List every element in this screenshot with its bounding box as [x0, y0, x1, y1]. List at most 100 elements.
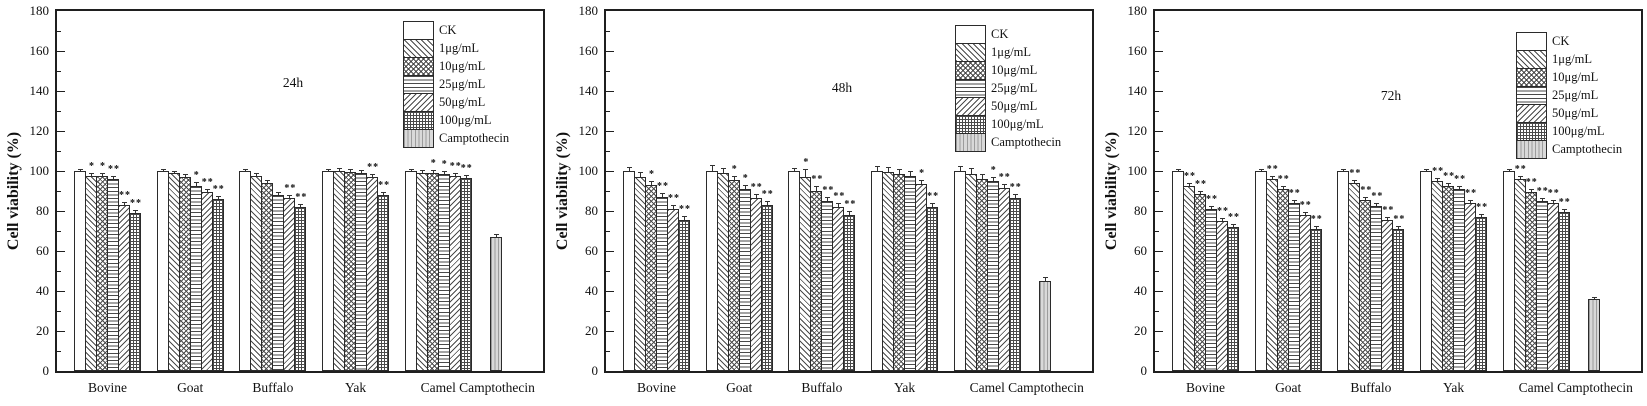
- error-bar: [1293, 201, 1295, 203]
- significance-marker: **: [1547, 188, 1560, 200]
- y-tick-label: 80: [585, 203, 598, 218]
- significance-marker: **: [1288, 188, 1301, 200]
- y-tick-label: 100: [578, 163, 599, 178]
- error-bar: [1282, 187, 1284, 189]
- error-bar-cap: [990, 177, 996, 178]
- y-tick: [606, 270, 610, 272]
- y-tick-label: 20: [585, 323, 598, 338]
- y-tick: [57, 170, 65, 172]
- bar-camel-s5: [1008, 198, 1021, 371]
- x-category-label: Yak: [345, 380, 367, 395]
- y-tick: [1155, 350, 1159, 352]
- error-bar-cap: [1539, 198, 1545, 200]
- bar-bovine-s1: [634, 177, 646, 371]
- error-bar-cap: [671, 205, 676, 206]
- significance-marker: *: [731, 164, 738, 175]
- bar-bovine-s5: [1227, 227, 1239, 371]
- y-tick-label: 0: [1140, 363, 1148, 378]
- significance-marker: **: [668, 193, 680, 204]
- legend-swatch-icon: [403, 21, 434, 40]
- error-bar-cap: [1592, 297, 1597, 298]
- legend-row-v-lines-gray: Camptothecin: [955, 133, 1061, 152]
- error-bar-cap: [1561, 209, 1567, 211]
- error-bar-cap: [370, 174, 376, 176]
- error-bar-cap: [122, 202, 127, 203]
- y-tick-label: 0: [42, 363, 50, 378]
- significance-marker: **: [378, 180, 391, 191]
- legend-swatch-icon: [403, 129, 434, 148]
- legend-swatch-icon: [955, 79, 986, 98]
- error-bar: [383, 193, 385, 195]
- error-bar: [102, 174, 103, 176]
- error-bar: [289, 196, 291, 198]
- error-bar-cap: [1313, 226, 1319, 228]
- error-bar-cap: [638, 172, 643, 173]
- error-bar: [662, 194, 663, 197]
- legend-swatch-icon: [955, 115, 986, 134]
- legend-row-grid: 100μg/mL: [1516, 122, 1622, 141]
- bar-camel-s3: [1535, 201, 1548, 371]
- error-bar-cap: [1468, 200, 1474, 202]
- error-bar-cap: [825, 197, 831, 198]
- bar-camel-s5: [459, 178, 472, 371]
- error-bar: [162, 170, 164, 171]
- error-bar-cap: [1187, 183, 1192, 185]
- y-axis-title: Cell viability (%): [1103, 131, 1120, 251]
- error-bar: [1448, 184, 1450, 186]
- y-tick: [57, 330, 65, 332]
- error-bar: [124, 203, 125, 205]
- legend-label: Camptothecin: [439, 131, 510, 145]
- y-tick-label: 100: [29, 163, 50, 178]
- error-bar: [184, 175, 186, 177]
- legend-row-v-lines-gray: Camptothecin: [1516, 140, 1622, 159]
- error-bar-cap: [803, 169, 809, 170]
- error-bar-cap: [753, 194, 759, 195]
- error-bar-cap: [792, 168, 798, 169]
- error-bar-cap: [89, 173, 94, 175]
- significance-marker: **: [108, 164, 120, 176]
- legend-label: 25μg/mL: [1552, 88, 1599, 102]
- legend-swatch-icon: [955, 97, 986, 116]
- error-bar-cap: [836, 203, 842, 204]
- error-bar-cap: [897, 169, 903, 170]
- bar-bovine-s5: [678, 220, 690, 371]
- bar-buffalo-s5: [1392, 229, 1405, 371]
- y-tick-label: 140: [1127, 83, 1148, 98]
- error-bar-cap: [968, 168, 974, 169]
- plot-inner: * ** ** ** * * ** ** * ** ** ** ** * ** * ** **: [606, 11, 1092, 371]
- bar-bovine-s4: [118, 205, 130, 371]
- bar-yak-s3: [1453, 189, 1466, 371]
- bar-yak-s4: [1464, 203, 1477, 371]
- significance-marker: **: [679, 204, 691, 215]
- bar-yak-s5: [1475, 217, 1488, 371]
- significance-marker: **: [1454, 174, 1467, 186]
- error-bar: [838, 204, 840, 207]
- x-category-label: Buffalo: [252, 380, 294, 395]
- legend-swatch-icon: [403, 75, 434, 94]
- y-tick: [57, 110, 61, 112]
- y-tick: [1155, 290, 1163, 292]
- chart-panel-24h: Cell viability (%) * * ** ** ** * ** ** ** ** ** ** *…: [0, 0, 549, 406]
- bar-bovine-s4: [1216, 221, 1228, 371]
- error-bar-cap: [243, 169, 249, 170]
- error-bar-cap: [78, 169, 83, 170]
- error-bar-cap: [731, 176, 737, 177]
- error-bar: [1365, 198, 1367, 200]
- error-bar: [1271, 177, 1273, 179]
- legend-swatch-icon: [1516, 122, 1547, 141]
- bar-camptothecin-camptothecin: [1588, 299, 1600, 371]
- error-bar-cap: [1385, 217, 1391, 219]
- panel-time-label: 24h: [282, 75, 304, 90]
- y-tick-label: 40: [1134, 283, 1147, 298]
- panel-time-label: 48h: [831, 80, 853, 95]
- error-bar-cap: [100, 173, 105, 175]
- legend-swatch-icon: [1516, 104, 1547, 123]
- y-tick: [606, 350, 610, 352]
- legend-row-diag-fwd: 50μg/mL: [955, 97, 1061, 116]
- error-bar: [899, 170, 901, 174]
- bar-goat-s5: [211, 199, 224, 371]
- bar-camel-s3: [986, 181, 999, 371]
- error-bar: [80, 170, 81, 171]
- y-tick: [57, 50, 65, 52]
